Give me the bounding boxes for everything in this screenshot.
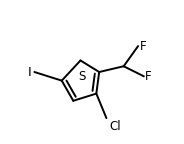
Text: I: I <box>28 66 31 78</box>
Text: F: F <box>139 40 146 53</box>
Text: F: F <box>145 70 152 83</box>
Text: Cl: Cl <box>109 120 121 132</box>
Text: S: S <box>78 70 86 83</box>
